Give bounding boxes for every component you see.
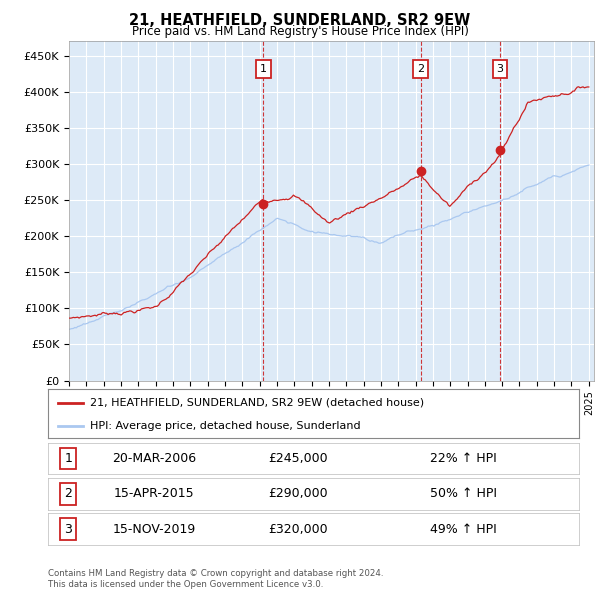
Text: HPI: Average price, detached house, Sunderland: HPI: Average price, detached house, Sund… [91,421,361,431]
Text: 1: 1 [64,452,72,465]
Text: 21, HEATHFIELD, SUNDERLAND, SR2 9EW: 21, HEATHFIELD, SUNDERLAND, SR2 9EW [130,13,470,28]
Text: £290,000: £290,000 [268,487,328,500]
Text: Price paid vs. HM Land Registry's House Price Index (HPI): Price paid vs. HM Land Registry's House … [131,25,469,38]
Text: 3: 3 [64,523,72,536]
Text: 15-APR-2015: 15-APR-2015 [114,487,194,500]
Text: 3: 3 [497,64,503,74]
Text: 21, HEATHFIELD, SUNDERLAND, SR2 9EW (detached house): 21, HEATHFIELD, SUNDERLAND, SR2 9EW (det… [91,398,425,408]
Text: Contains HM Land Registry data © Crown copyright and database right 2024.
This d: Contains HM Land Registry data © Crown c… [48,569,383,589]
Text: 49% ↑ HPI: 49% ↑ HPI [430,523,497,536]
Text: 20-MAR-2006: 20-MAR-2006 [112,452,196,465]
Text: 50% ↑ HPI: 50% ↑ HPI [430,487,497,500]
Text: 15-NOV-2019: 15-NOV-2019 [113,523,196,536]
Text: 2: 2 [64,487,72,500]
Text: 2: 2 [417,64,424,74]
Text: 1: 1 [260,64,267,74]
Text: £245,000: £245,000 [268,452,328,465]
Text: £320,000: £320,000 [268,523,328,536]
Text: 22% ↑ HPI: 22% ↑ HPI [430,452,497,465]
